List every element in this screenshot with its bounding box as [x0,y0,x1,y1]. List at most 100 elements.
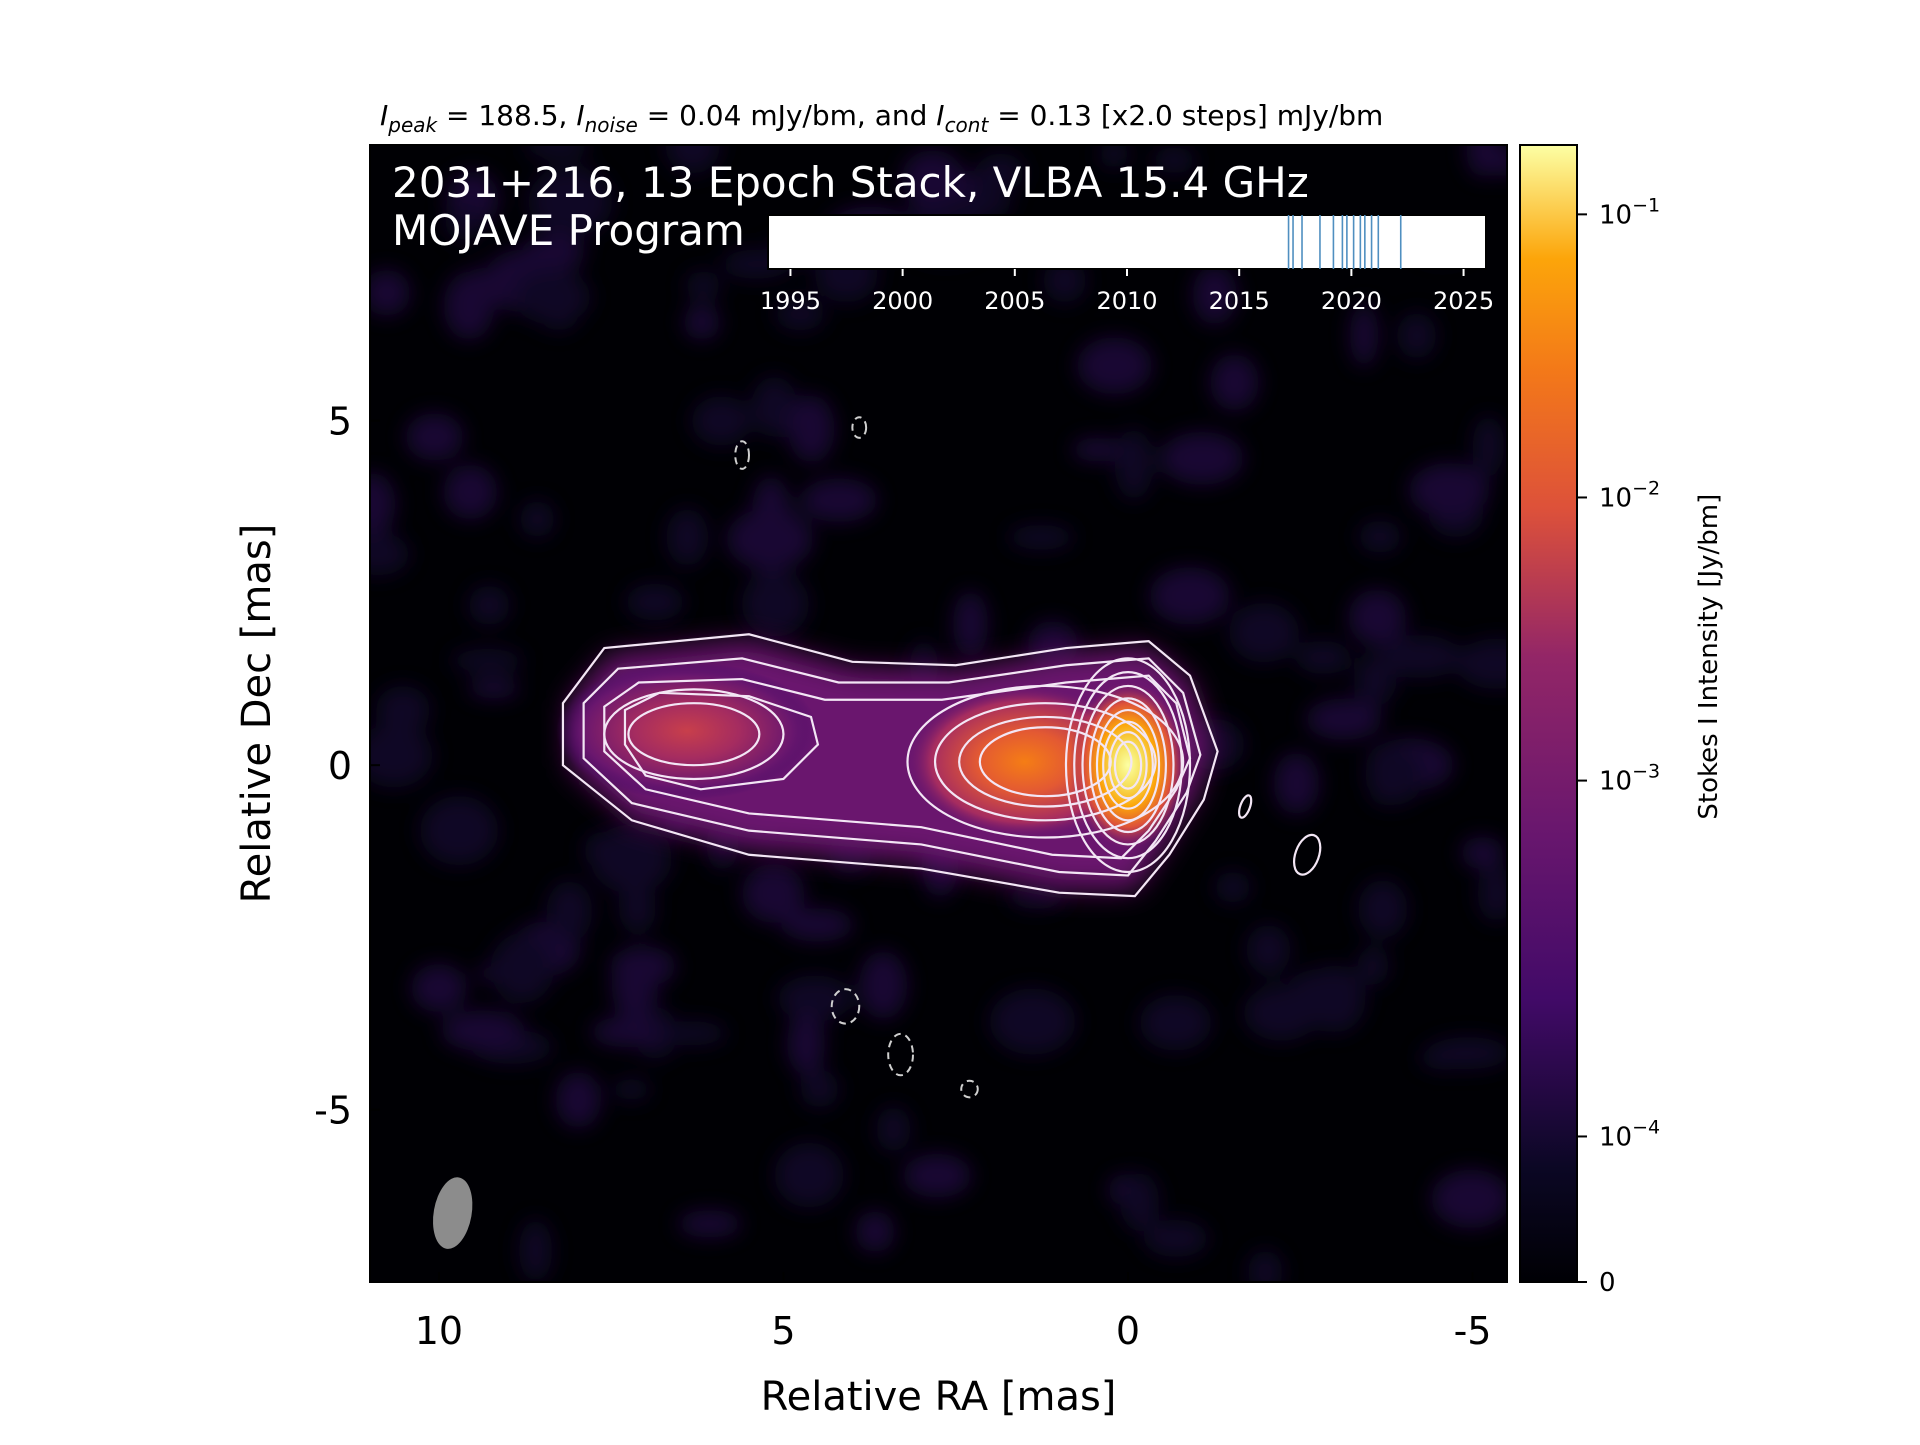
contour-knot-level-3 [958,715,1133,808]
noise-blob [1114,428,1154,500]
noise-blob [1143,1219,1209,1258]
noise-blob [1243,985,1320,1042]
noise-blob [590,1016,661,1048]
noise-blob [443,464,498,520]
noise-blob [1357,946,1389,986]
negative-contour [734,440,750,470]
noise-blob [774,1142,844,1208]
noise-blob [952,590,989,658]
contour-lobe-level-2 [627,702,761,767]
noise-blob [1296,640,1351,675]
y-tick-label: -5 [314,1089,352,1133]
noise-blob [1365,745,1425,805]
x-tick-label: 10 [415,1309,463,1353]
x-tick-label: -5 [1454,1309,1492,1353]
noise-blob [800,478,878,523]
noise-blob [1159,431,1244,485]
noise-blob [444,204,484,241]
contour-knot-level-2 [933,702,1157,822]
noise-blob [468,585,510,626]
epoch-axis-tick-label: 2025 [1433,287,1494,315]
noise-blob [1149,567,1231,625]
image-panel: 2031+216, 13 Epoch Stack, VLBA 15.4 GHzM… [370,145,1507,1282]
noise-blob [411,963,467,1013]
epoch-timeline-box [767,214,1487,270]
noise-blob [1381,635,1462,679]
noise-blob [612,1078,651,1101]
isolated-contour [1237,794,1253,819]
contour-jet-level-4 [623,691,820,791]
colorbar-tick-label: 10−2 [1599,477,1660,513]
noise-blob [519,500,555,538]
contour-core-level-3 [1081,684,1175,846]
noise-blob [1120,1172,1160,1232]
x-tick-label: 0 [1116,1309,1140,1353]
noise-blob [1273,752,1320,815]
colorbar-gradient [1519,144,1578,1283]
noise-blob [855,1210,895,1253]
x-axis-label: Relative RA [mas] [761,1374,1117,1420]
noise-blob [1358,879,1408,939]
noise-blob [683,304,721,341]
contour-set [561,633,1322,898]
y-tick-label: 5 [328,400,352,444]
noise-blob [513,269,591,325]
noise-blob [742,863,805,923]
noise-blob [786,1013,826,1075]
noise-blob [956,190,1013,219]
colorbar-tick-label: 10−3 [1599,761,1660,797]
noise-blob [1350,303,1379,367]
negative-contour [851,416,868,439]
noise-blob [519,1219,553,1282]
noise-blob [1426,1037,1507,1070]
noise-blob [1456,638,1507,690]
noise-blob [902,1153,972,1198]
noise-blob [989,988,1076,1055]
noise-blob [901,150,964,207]
colorbar-tick-label: 10−4 [1599,1116,1660,1152]
contour-knot-level-1 [906,684,1185,839]
noise-blob [1358,520,1402,554]
noise-blob [375,685,431,735]
noise-blob [1472,415,1505,477]
x-tick-label: 5 [771,1309,795,1353]
negative-contour [887,1032,915,1077]
noise-blob [1139,994,1212,1051]
noise-blob [1408,462,1490,518]
noise-blob [370,532,410,576]
noise-blob [440,1010,525,1052]
intensity-summary-title: Ipeak = 188.5, Inoise = 0.04 mJy/bm, and… [380,99,1383,137]
contour-lobe-level-1 [603,688,785,781]
epoch-axis-tick-label: 2015 [1209,287,1270,315]
noise-blob [546,880,593,943]
noise-blob [777,975,853,1022]
noise-blob [1008,524,1075,550]
epoch-axis-tick-label: 2020 [1321,287,1382,315]
noise-blob [555,1071,602,1129]
axes: 10 5 0 -5 5 0 -5 Relative RA [mas] Relative Dec … [234,144,1508,1420]
noise-blob [467,678,521,699]
noise-blob [1305,698,1382,741]
noise-blob [1397,312,1437,359]
noise-blob [370,269,411,316]
contour-core-level-8 [1113,740,1143,790]
epoch-axis-tick-label: 2010 [1096,287,1157,315]
contour-knot-level-4 [978,726,1112,798]
epoch-axis-tick-label: 2005 [984,287,1045,315]
noise-blob [691,396,751,446]
noise-blob [419,795,499,866]
colorbar-tick-label: 10−1 [1599,194,1660,230]
noise-blob [405,413,464,461]
epoch-timeline: 1995 2000 2005 2010 2015 2020 2025 [760,214,1494,315]
noise-blob [685,270,721,301]
contour-core-level-6 [1102,720,1154,810]
colorbar-label: Stokes I Intensity [Jy/bm] [1694,494,1724,820]
noise-blob [1466,145,1501,178]
colorbar-tick-label: 0 [1599,1268,1616,1298]
contour-jet-level-3 [603,674,1192,860]
noise-blob [1071,437,1122,462]
noise-blob [1461,836,1504,870]
panel-title-line1: 2031+216, 13 Epoch Stack, VLBA 15.4 GHz [392,158,1309,207]
